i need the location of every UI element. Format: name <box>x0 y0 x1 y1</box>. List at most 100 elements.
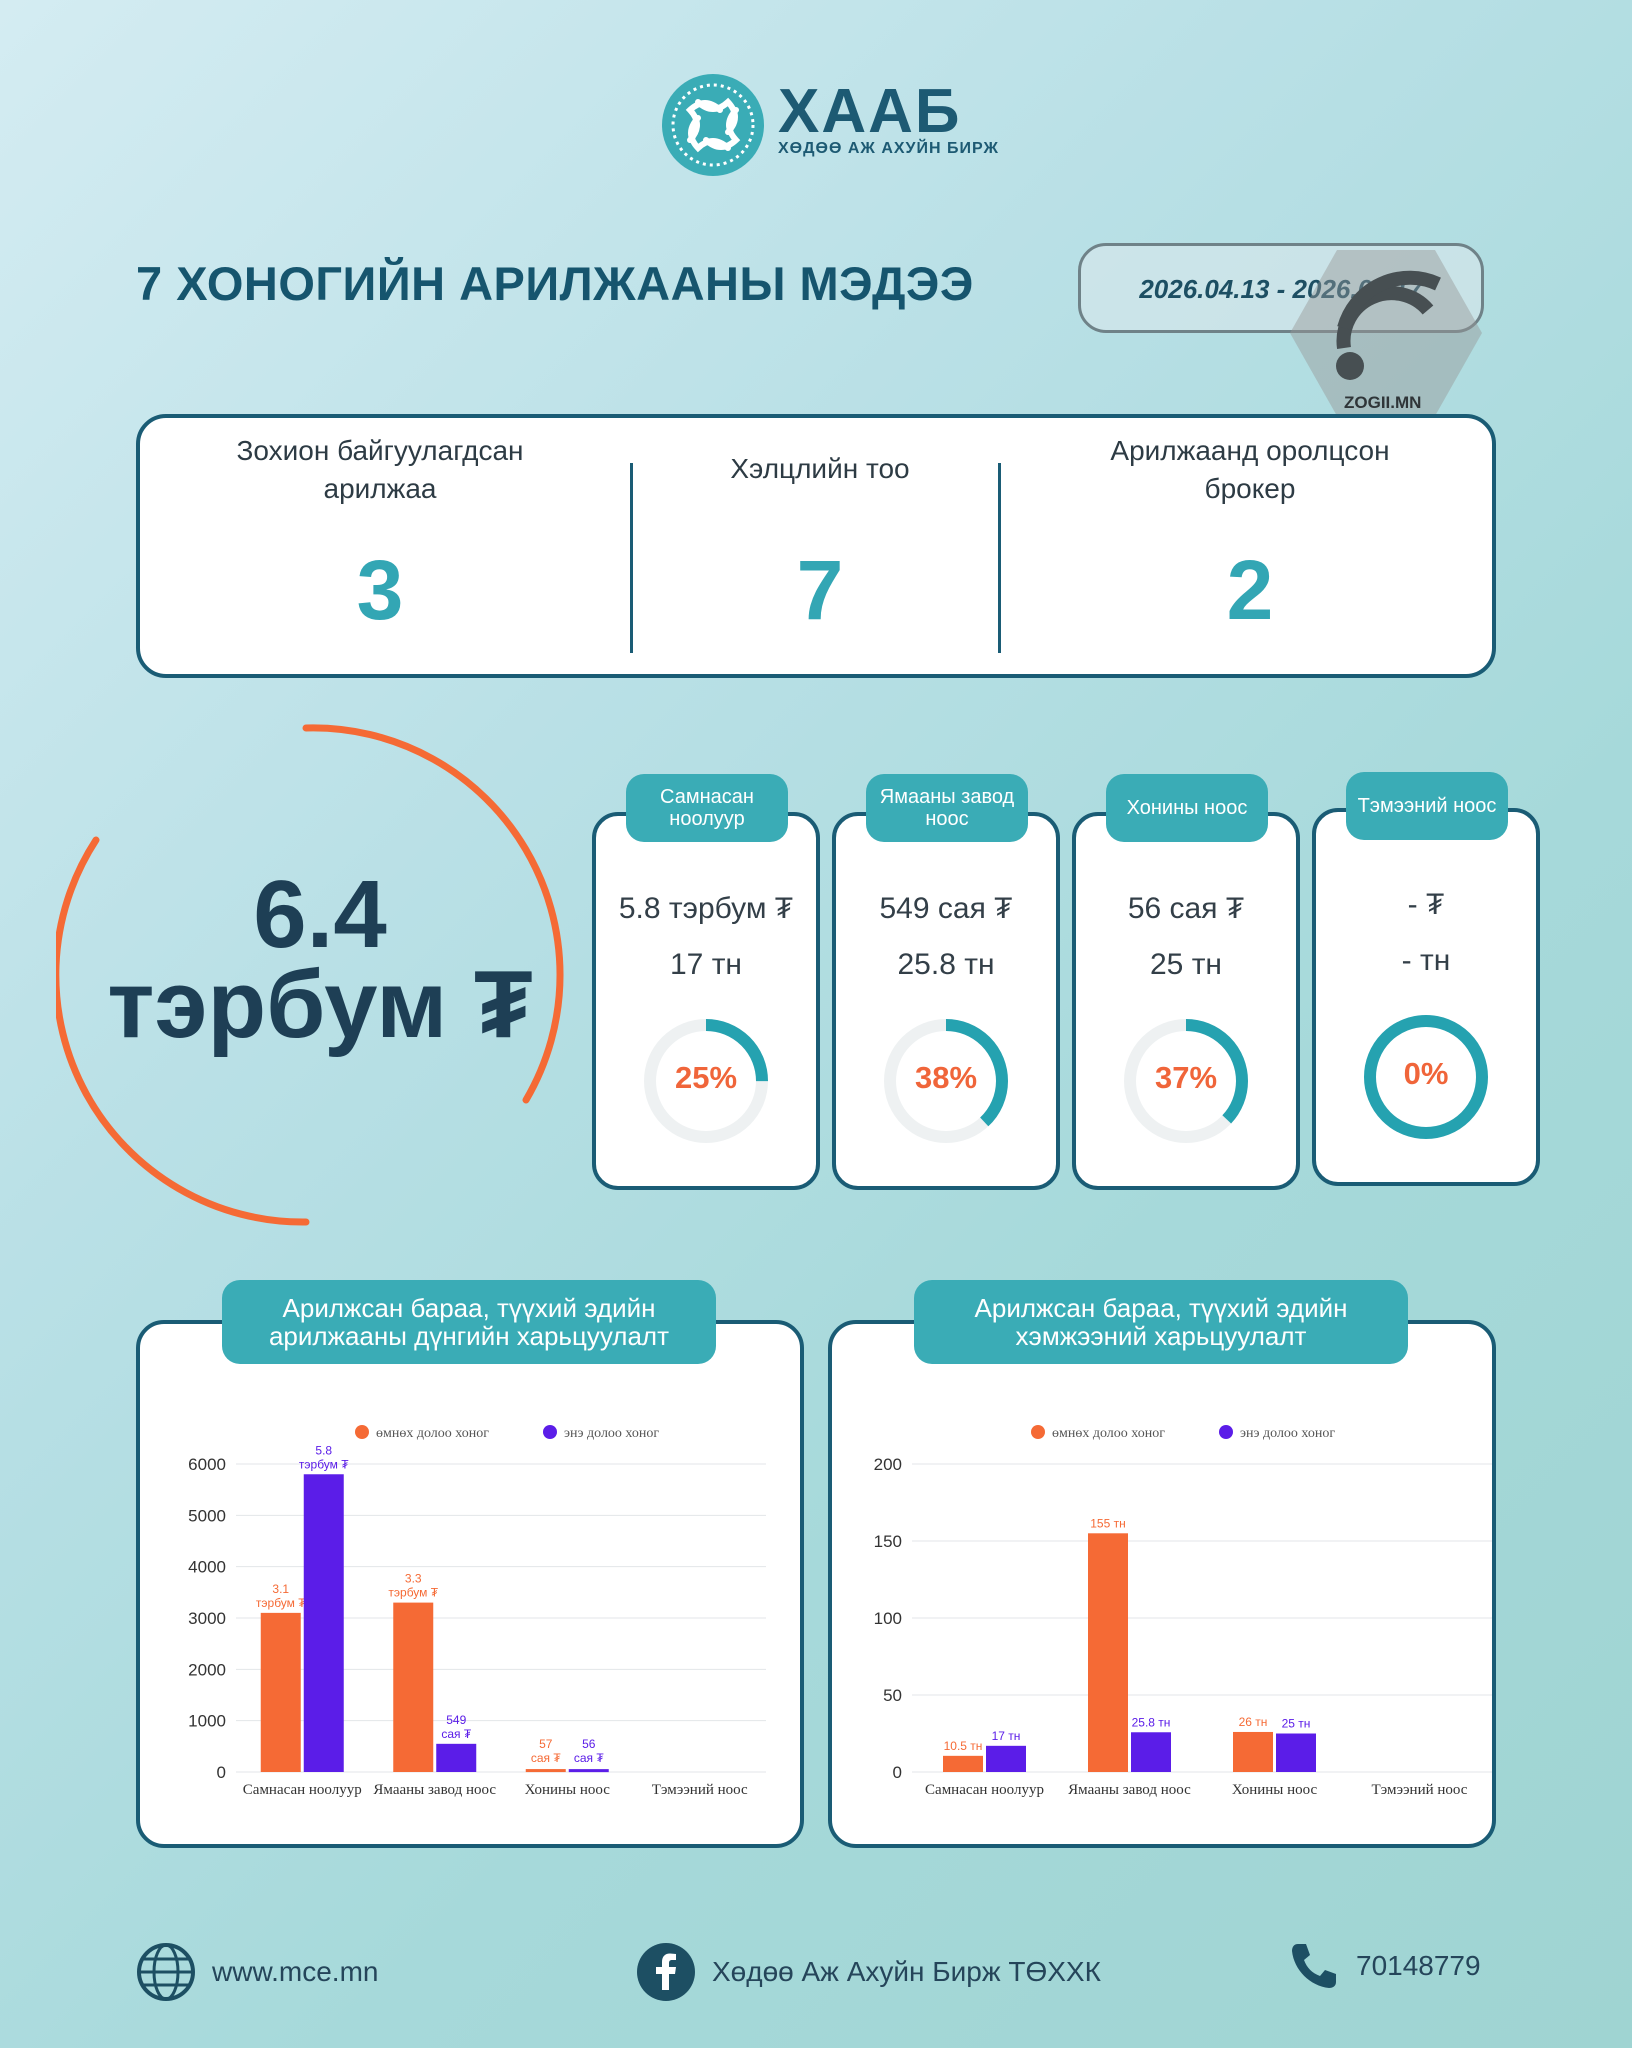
legend-marker <box>355 1425 369 1439</box>
percent-ring: 25% <box>641 1016 771 1146</box>
bar <box>525 1769 566 1773</box>
y-tick-label: 0 <box>893 1763 902 1782</box>
facebook-icon <box>637 1943 695 2001</box>
total-arc <box>56 724 564 1226</box>
chart-title-amount: Арилжсан бараа, түүхий эдийн арилжааны д… <box>222 1280 716 1364</box>
percent-label: 0% <box>1403 1056 1449 1091</box>
percent-label: 25% <box>674 1060 738 1095</box>
total-line2: тэрбум ₮ <box>107 951 533 1058</box>
y-tick-label: 150 <box>874 1532 902 1551</box>
stat-label: Зохион байгуулагдсан арилжаа <box>236 435 524 504</box>
stat-value: 7 <box>796 543 844 637</box>
data-label: 3.1 <box>272 1582 289 1596</box>
stat-value: 2 <box>1226 543 1274 637</box>
website-text: www.mce.mn <box>212 1956 379 1987</box>
stat-trades: Зохион байгуулагдсан арилжаа 3 <box>180 418 580 674</box>
legend-label: энэ долоо хоног <box>1240 1426 1335 1441</box>
ring-chart <box>1364 1015 1488 1139</box>
percent-ring: 0% <box>1361 1012 1491 1142</box>
phone-icon <box>1292 1944 1336 1988</box>
data-label: 155 тн <box>1090 1516 1125 1530</box>
x-tick-label: Хонины ноос <box>1232 1782 1318 1798</box>
divider <box>998 463 1001 653</box>
logo-emblem-icon <box>662 74 764 176</box>
data-label: 57 <box>539 1737 553 1751</box>
commodity-volume: 25.8 тн <box>897 948 995 981</box>
percent-ring: 38% <box>881 1016 1011 1146</box>
stat-value: 3 <box>356 543 404 637</box>
ring-chart <box>1124 1019 1248 1143</box>
data-label-unit: сая ₮ <box>574 1751 605 1765</box>
commodity-amount: 5.8 тэрбум ₮ <box>618 892 794 925</box>
y-tick-label: 2000 <box>188 1660 226 1679</box>
divider <box>630 463 633 653</box>
ring-chart <box>884 1019 1008 1143</box>
commodity-card: 549 сая ₮ 25.8 тн 38% <box>832 812 1060 1190</box>
footer-facebook[interactable]: Хөдөө Аж Ахуйн Бирж ТӨХХК <box>636 1940 1101 2004</box>
phone-text: 70148779 <box>1356 1950 1481 1981</box>
commodity-volume: 25 тн <box>1149 948 1222 981</box>
legend-marker <box>543 1425 557 1439</box>
commodity-card: - ₮ - тн 0% <box>1312 808 1540 1186</box>
data-label: 549 <box>446 1713 466 1727</box>
x-tick-label: Тэмээний ноос <box>652 1782 748 1798</box>
commodity-card: 5.8 тэрбум ₮ 17 тн 25% <box>592 812 820 1190</box>
legend-label: энэ долоо хоног <box>564 1426 659 1441</box>
commodity-volume: 17 тн <box>669 948 742 981</box>
data-label-unit: тэрбум ₮ <box>388 1586 438 1600</box>
facebook-text: Хөдөө Аж Ахуйн Бирж ТӨХХК <box>712 1956 1101 1987</box>
commodity-amount: - ₮ <box>1407 888 1445 921</box>
y-tick-label: 5000 <box>188 1506 226 1525</box>
x-tick-label: Хонины ноос <box>525 1782 611 1798</box>
total-amount: 6.4 тэрбум ₮ <box>80 861 560 1058</box>
commodity-tag: Хонины ноос <box>1106 774 1268 842</box>
volume-bar-chart: өмнөх долоо хоног энэ долоо хоног 0 50 100 15… <box>874 1425 1492 1798</box>
data-label: 26 тн <box>1239 1715 1268 1729</box>
stats-panel: Зохион байгуулагдсан арилжаа 3 Хэлцлийн … <box>136 414 1496 678</box>
commodity-tag: Ямааны завод ноос <box>866 774 1028 842</box>
footer-website[interactable]: www.mce.mn <box>136 1940 378 2004</box>
bar <box>943 1755 983 1772</box>
x-tick-label: Ямааны завод ноос <box>1068 1782 1191 1798</box>
y-tick-label: 200 <box>874 1455 902 1474</box>
data-label: 25 тн <box>1282 1717 1311 1731</box>
logo: ХААБ ХӨДӨӨ АЖ АХУЙН БИРЖ <box>660 72 1020 182</box>
commodity-card: 56 сая ₮ 25 тн 37% <box>1072 812 1300 1190</box>
commodity-tag: Тэмээний ноос <box>1346 772 1508 840</box>
data-label: 5.8 <box>315 1443 332 1457</box>
logo-name: ХААБ <box>778 77 962 146</box>
logo-subtitle: ХӨДӨӨ АЖ АХУЙН БИРЖ <box>778 140 999 157</box>
x-tick-label: Самнасан ноолуур <box>243 1782 362 1798</box>
ring-chart <box>644 1019 768 1143</box>
data-label-unit: тэрбум ₮ <box>299 1457 349 1471</box>
legend-marker <box>1219 1425 1233 1439</box>
data-label-unit: сая ₮ <box>531 1751 562 1765</box>
amount-bar-chart: өмнөх долоо хоног энэ долоо хоног 0 1000 200… <box>188 1425 766 1798</box>
y-tick-label: 1000 <box>188 1712 226 1731</box>
y-tick-label: 6000 <box>188 1455 226 1474</box>
chart-panel-volume: өмнөх долоо хоног энэ долоо хоног 0 50 100 15… <box>828 1320 1496 1848</box>
stat-label: Арилжаанд оролцсон брокер <box>1110 435 1390 504</box>
bar <box>986 1745 1026 1772</box>
page-title: 7 ХОНОГИЙН АРИЛЖААНЫ МЭДЭЭ <box>136 257 974 310</box>
percent-label: 37% <box>1154 1060 1218 1095</box>
commodity-amount: 56 сая ₮ <box>1127 892 1245 925</box>
bar <box>568 1769 609 1773</box>
date-range-box: 2026.04.13 - 2026.04.17 <box>1078 243 1484 333</box>
bar <box>1131 1732 1171 1772</box>
legend-label: өмнөх долоо хоног <box>376 1426 489 1441</box>
data-label: 25.8 тн <box>1132 1715 1171 1729</box>
bar <box>1276 1733 1316 1772</box>
stat-deals: Хэлцлийн тоо 7 <box>640 418 1000 674</box>
bar <box>436 1743 477 1772</box>
y-tick-label: 50 <box>883 1686 902 1705</box>
total-line1: 6.4 <box>253 861 387 968</box>
data-label: 17 тн <box>992 1729 1021 1743</box>
bar <box>303 1474 344 1772</box>
watermark: ZOGII.MN <box>1288 248 1484 418</box>
percent-ring: 37% <box>1121 1016 1251 1146</box>
footer-phone[interactable]: 70148779 <box>1288 1934 1481 1998</box>
globe-icon <box>137 1943 195 2001</box>
y-tick-label: 3000 <box>188 1609 226 1628</box>
watermark-icon <box>1290 250 1482 416</box>
